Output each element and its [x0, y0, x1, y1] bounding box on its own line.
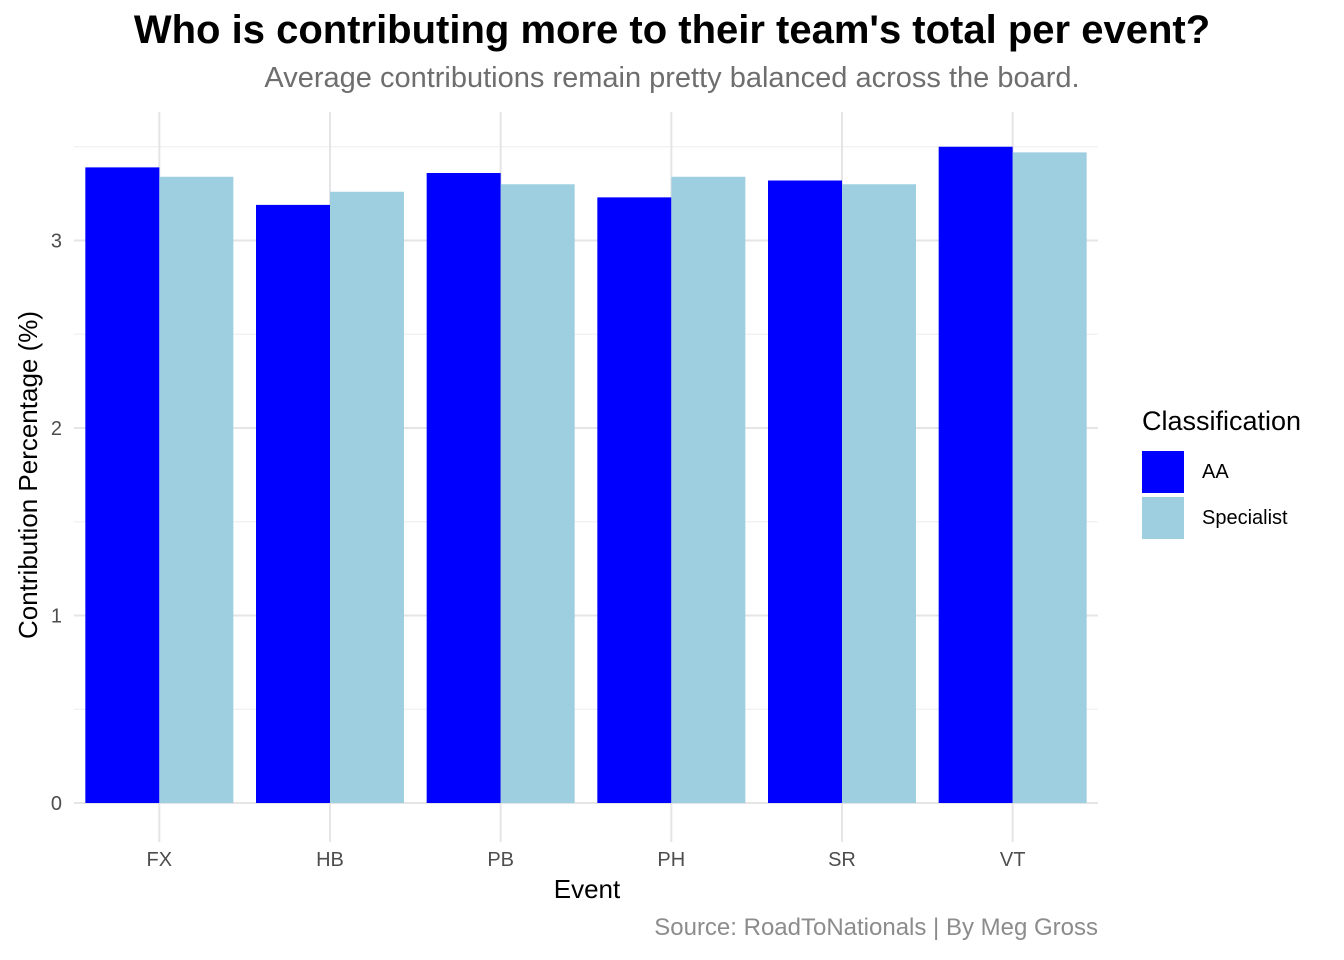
legend-item-specialist: Specialist [1142, 495, 1301, 541]
x-tick-label: VT [1000, 849, 1026, 871]
legend-title: Classification [1142, 406, 1302, 436]
chart-subtitle: Average contributions remain pretty bala… [264, 62, 1080, 94]
x-tick-label: PH [657, 849, 685, 871]
legend-swatch-specialist [1142, 497, 1184, 539]
y-tick-label: 3 [51, 231, 62, 253]
y-tick-label: 0 [51, 793, 62, 815]
legend-label-aa: AA [1202, 460, 1229, 483]
bar-hb-aa [256, 204, 330, 803]
bar-pb-specialist [500, 184, 575, 803]
legend-label-specialist: Specialist [1202, 506, 1288, 529]
y-tick-label: 1 [51, 606, 62, 628]
x-axis-title: Event [554, 874, 621, 904]
x-tick-label: FX [147, 849, 173, 871]
x-tick-label: PB [487, 849, 514, 871]
bar-ph-aa [597, 197, 672, 803]
bar-vt-aa [938, 146, 1013, 803]
legend-swatch-aa [1142, 451, 1184, 493]
bars-layer [85, 146, 1087, 803]
ticks-layer: 0 1 2 3 FX HB PB PH SR VT [51, 231, 1026, 872]
legend-item-aa: AA [1142, 449, 1301, 495]
y-axis-title: Contribution Percentage (%) [13, 311, 43, 639]
bar-vt-specialist [1012, 152, 1087, 803]
bar-sr-specialist [842, 184, 916, 803]
x-tick-label: SR [828, 849, 856, 871]
bar-fx-aa [85, 167, 160, 803]
y-tick-label: 2 [51, 418, 62, 440]
bar-pb-aa [426, 173, 501, 803]
chart-title: Who is contributing more to their team's… [133, 8, 1211, 52]
x-tick-label: HB [316, 849, 344, 871]
bar-sr-aa [768, 180, 842, 803]
bar-fx-specialist [159, 176, 234, 803]
bar-ph-specialist [671, 176, 746, 803]
bar-hb-specialist [330, 191, 404, 803]
legend: Classification AA Specialist [1142, 406, 1301, 541]
chart-caption: Source: RoadToNationals | By Meg Gross [654, 914, 1098, 941]
